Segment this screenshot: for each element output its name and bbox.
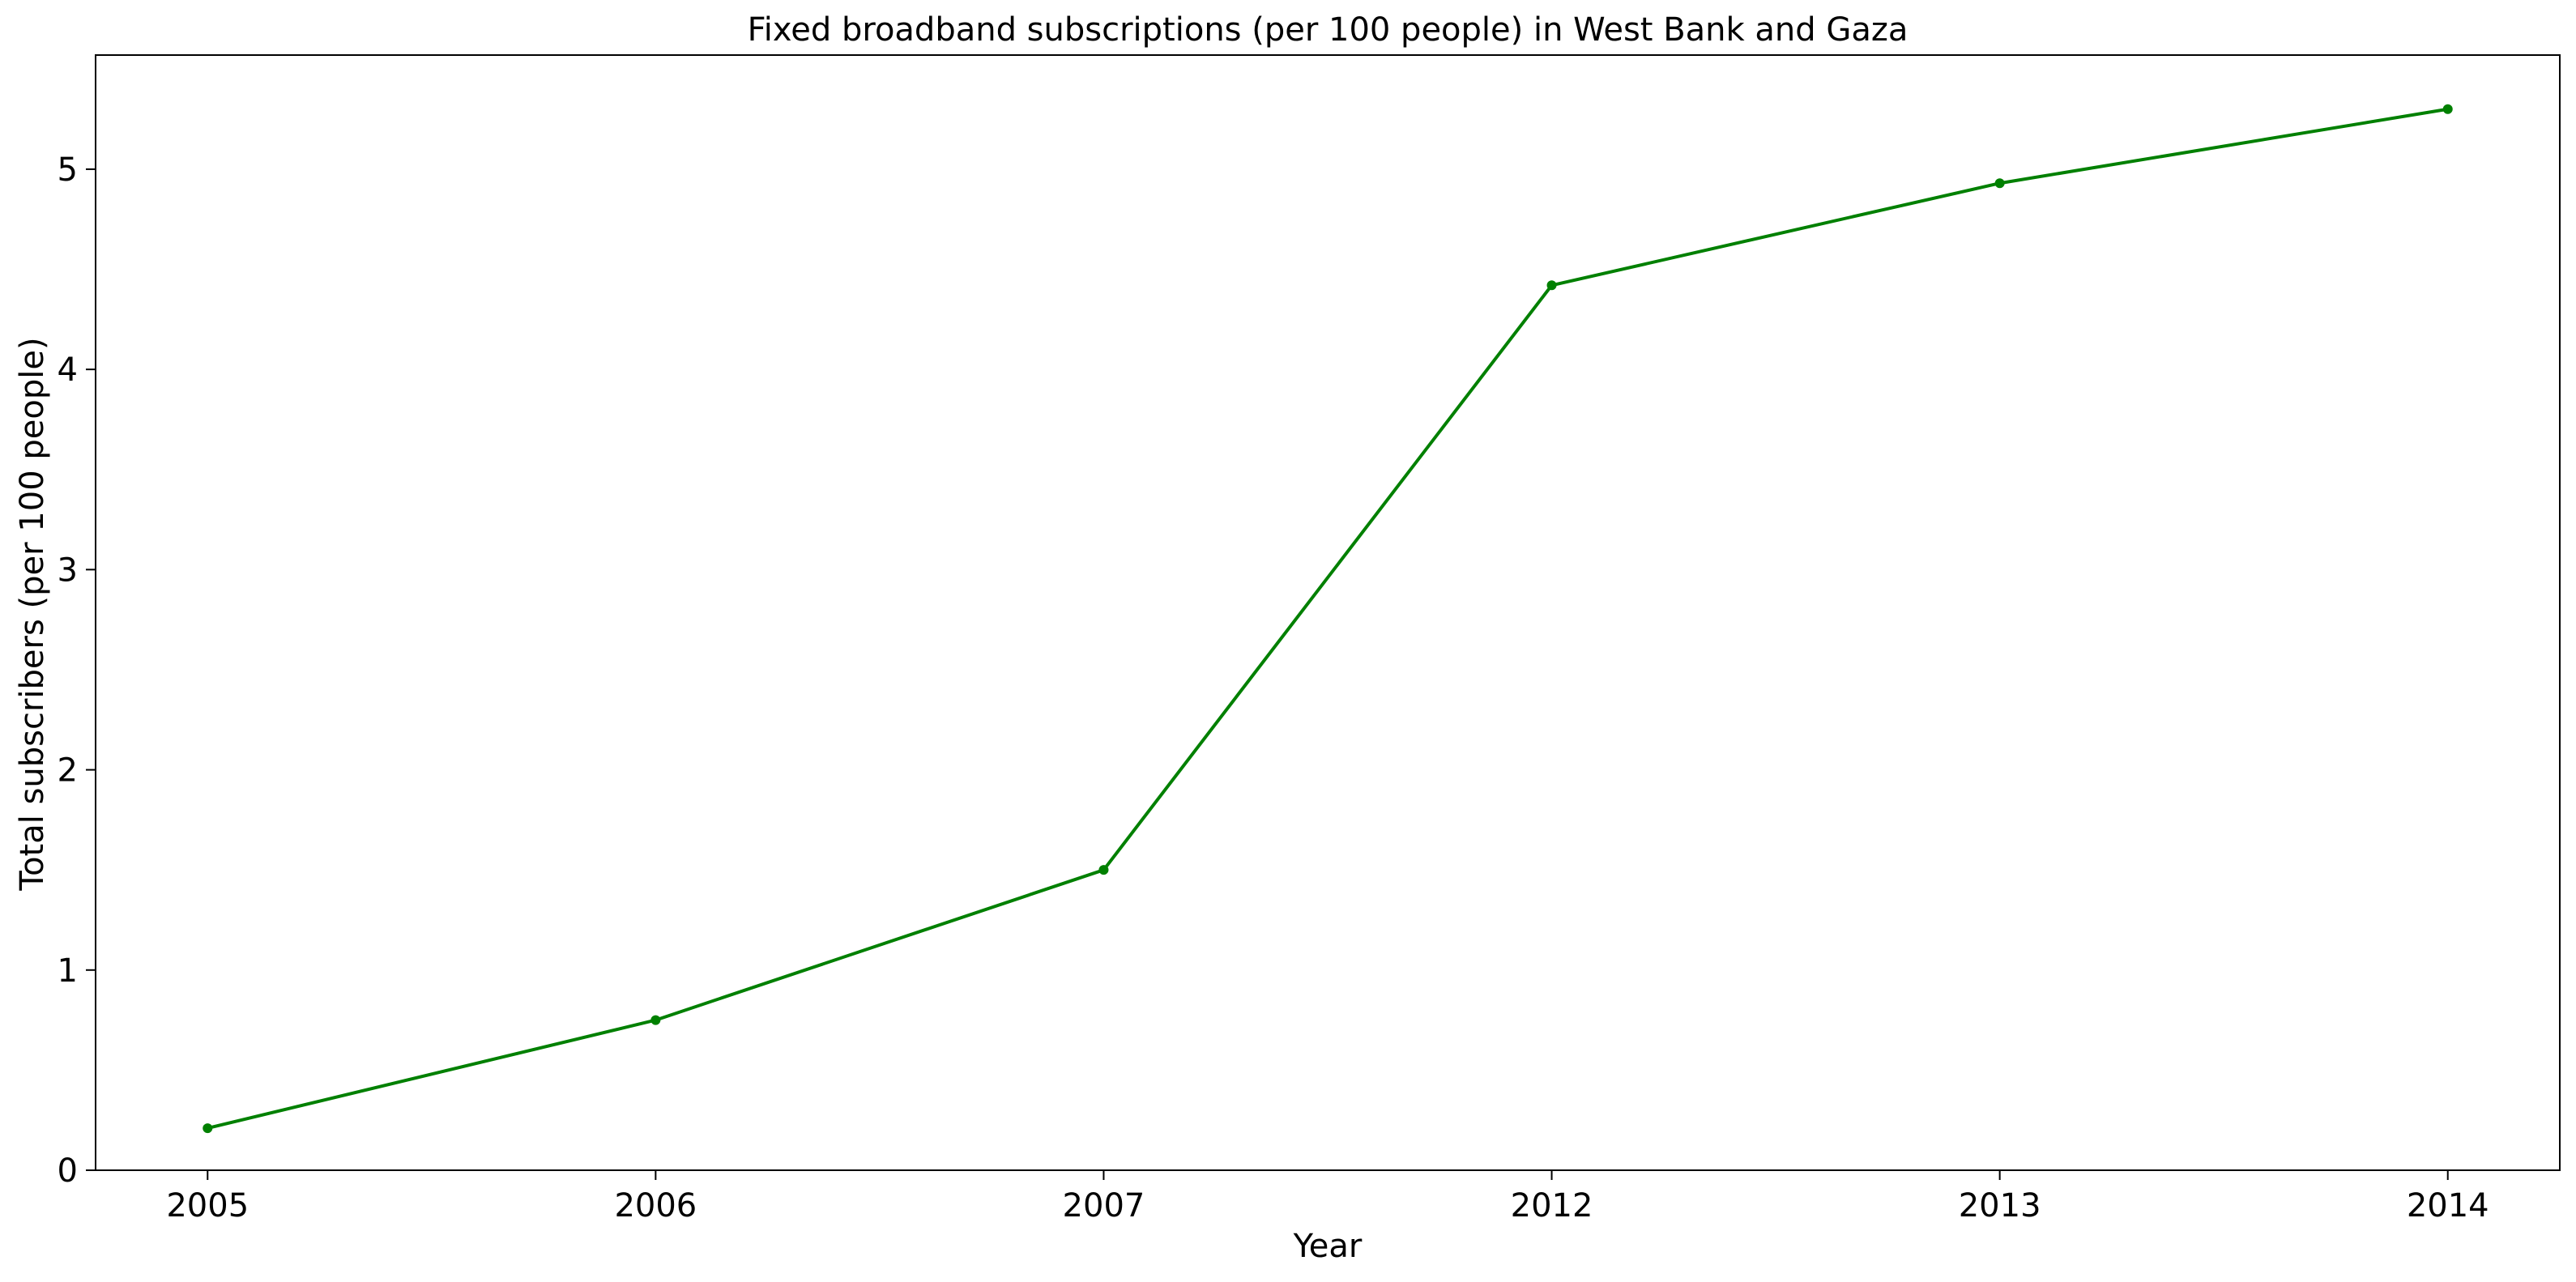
chart-title: Fixed broadband subscriptions (per 100 p…	[748, 11, 1909, 49]
y-tick-label: 5	[58, 151, 78, 189]
data-point	[650, 1015, 661, 1025]
data-point	[203, 1123, 213, 1134]
x-tick-label: 2005	[166, 1187, 249, 1225]
y-tick-label: 4	[58, 351, 78, 389]
y-tick-label: 0	[58, 1152, 78, 1190]
x-tick-label: 2014	[2407, 1187, 2489, 1225]
x-tick-label: 2007	[1063, 1187, 1145, 1225]
plot-area	[95, 54, 2561, 1171]
y-axis-label: Total subscribers (per 100 people)	[14, 337, 51, 891]
data-point	[1546, 280, 1557, 291]
data-point	[1994, 178, 2005, 189]
x-tick-label: 2012	[1511, 1187, 1593, 1225]
series-line	[206, 107, 2450, 1131]
x-axis-ticks: 2005 2006 2007 2012 2013 2014	[166, 1170, 2489, 1225]
y-tick-label: 3	[58, 552, 78, 589]
y-tick-label: 1	[58, 952, 78, 990]
y-tick-label: 2	[58, 752, 78, 790]
series-layer	[203, 104, 2453, 1134]
data-point	[2442, 104, 2453, 114]
x-tick-label: 2013	[1959, 1187, 2041, 1225]
data-point	[1098, 865, 1109, 875]
plot-frame	[95, 54, 2561, 1171]
x-tick-label: 2006	[614, 1187, 697, 1225]
x-axis-label: Year	[1293, 1228, 1363, 1265]
y-axis-ticks: 0 1 2 3 4 5	[58, 151, 96, 1190]
